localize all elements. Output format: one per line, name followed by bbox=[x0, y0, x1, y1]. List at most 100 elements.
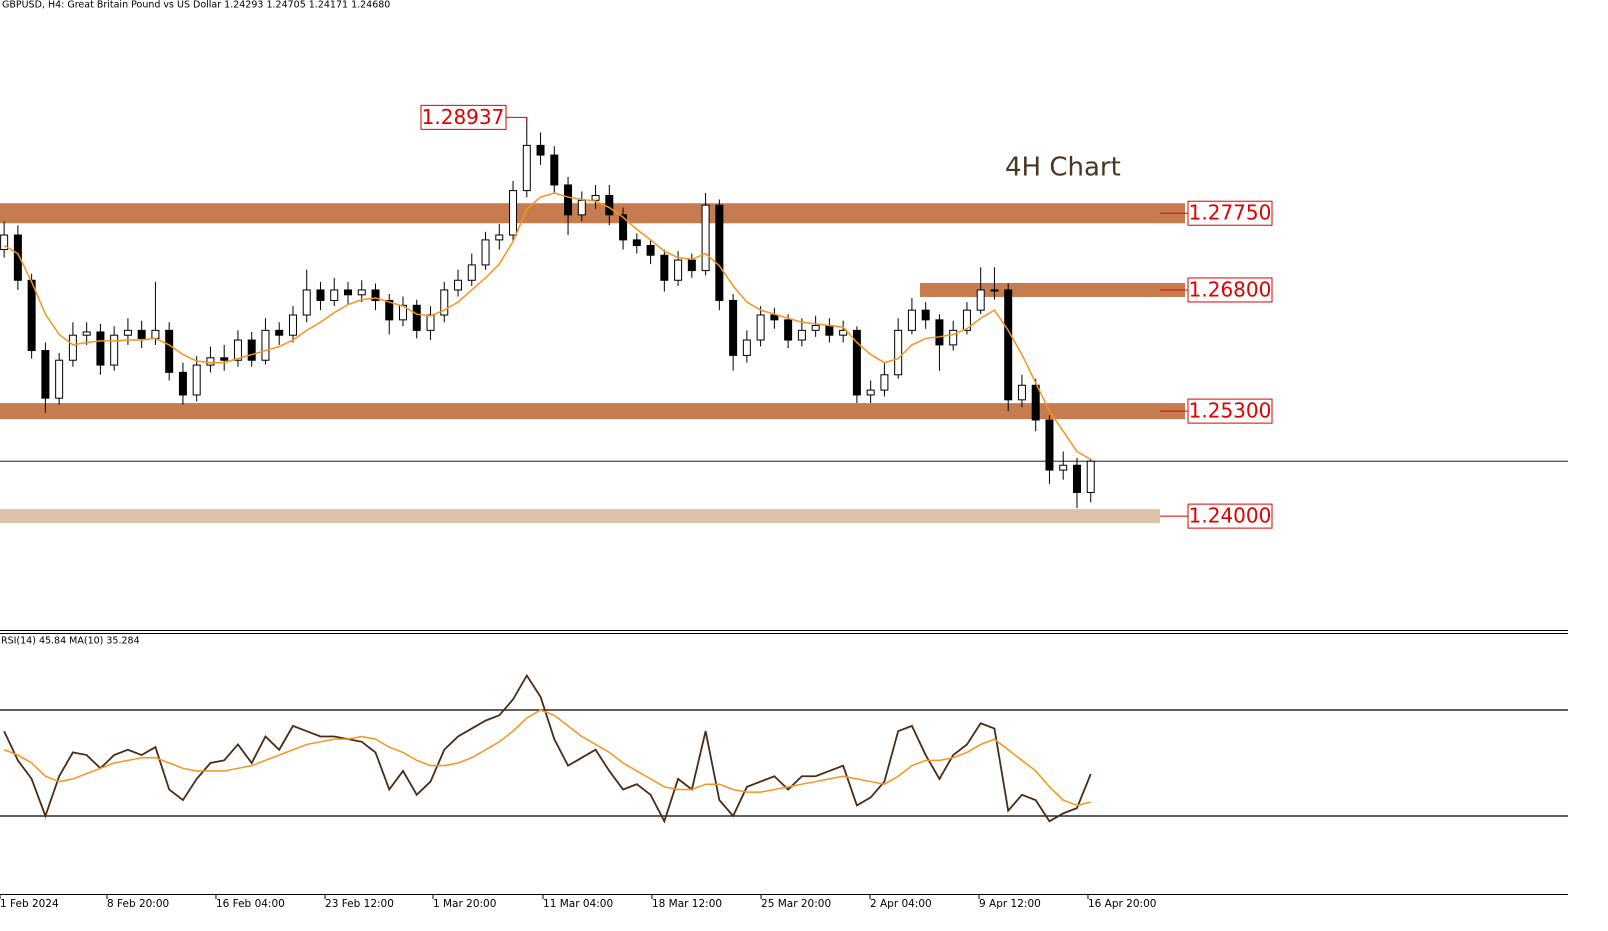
candle-body bbox=[82, 331, 91, 336]
candle-body bbox=[522, 144, 531, 192]
x-tick-label: 1 Feb 2024 bbox=[0, 898, 59, 910]
candle-body bbox=[605, 194, 614, 216]
level-label: 1.25300 bbox=[1189, 399, 1272, 423]
candle-body bbox=[96, 331, 105, 366]
level-label-box bbox=[1187, 200, 1273, 226]
candle-body bbox=[55, 359, 64, 399]
level-label-box bbox=[1187, 398, 1273, 424]
rsi-title: RSI(14) 45.84 MA(10) 35.284 bbox=[1, 636, 140, 647]
candle-body bbox=[247, 339, 256, 361]
candle-body bbox=[316, 289, 325, 301]
candle-body bbox=[220, 357, 229, 361]
level-label-box bbox=[1187, 503, 1273, 529]
candle-body bbox=[536, 144, 545, 156]
level-band bbox=[0, 403, 1185, 420]
candle-body bbox=[288, 314, 297, 336]
candle-body bbox=[1059, 464, 1068, 471]
candle-body bbox=[412, 304, 421, 331]
candle-body bbox=[399, 304, 408, 321]
candle-body bbox=[935, 319, 944, 346]
candle-body bbox=[495, 234, 504, 241]
candle-body bbox=[192, 364, 201, 396]
candle-body bbox=[454, 279, 463, 291]
candle-body bbox=[481, 239, 490, 266]
candle-body bbox=[632, 239, 641, 247]
x-tick-label: 25 Mar 20:00 bbox=[761, 898, 831, 910]
level-label: 1.26800 bbox=[1189, 277, 1272, 301]
candle-body bbox=[729, 299, 738, 356]
chart-title: GBPUSD, H4: Great Britain Pound vs US Do… bbox=[2, 0, 390, 11]
candle-body bbox=[674, 259, 683, 281]
candle-body bbox=[660, 254, 669, 281]
x-tick-label: 9 Apr 12:00 bbox=[979, 898, 1041, 910]
x-tick-label: 16 Feb 04:00 bbox=[216, 898, 285, 910]
candle-body bbox=[976, 289, 985, 311]
candle-body bbox=[839, 329, 848, 336]
candle-body bbox=[261, 329, 270, 361]
level-band bbox=[920, 282, 1185, 297]
candle-body bbox=[137, 329, 146, 339]
rsi-line bbox=[3, 673, 1092, 824]
rsi-line bbox=[3, 709, 1091, 807]
x-tick-label: 16 Apr 20:00 bbox=[1088, 898, 1156, 910]
level-label-box bbox=[1187, 277, 1273, 303]
candle-body bbox=[646, 245, 655, 256]
candle-body bbox=[564, 184, 573, 216]
annotation: 4H Chart bbox=[1005, 153, 1121, 183]
candle-body bbox=[811, 325, 820, 331]
candle-body bbox=[110, 334, 119, 366]
candle-body bbox=[165, 329, 174, 373]
candle-body bbox=[151, 329, 160, 339]
x-tick-label: 23 Feb 12:00 bbox=[325, 898, 394, 910]
candle-body bbox=[27, 279, 36, 352]
candle-body bbox=[894, 329, 903, 376]
candle-body bbox=[178, 371, 187, 396]
x-tick-label: 1 Mar 20:00 bbox=[433, 898, 496, 910]
level-label: 1.24000 bbox=[1189, 504, 1272, 528]
candle-body bbox=[784, 319, 793, 341]
x-tick-label: 8 Feb 20:00 bbox=[107, 898, 169, 910]
candle-body bbox=[1072, 464, 1081, 493]
candle-body bbox=[715, 204, 724, 301]
candle-body bbox=[687, 259, 696, 272]
level-band bbox=[0, 509, 1160, 524]
candle-body bbox=[275, 329, 284, 336]
candle-body bbox=[233, 339, 242, 361]
candle-body bbox=[619, 214, 628, 241]
candle-body bbox=[1031, 384, 1040, 421]
x-tick-label: 18 Mar 12:00 bbox=[652, 898, 722, 910]
candle-body bbox=[357, 289, 366, 296]
candle-body bbox=[302, 289, 311, 316]
candle-body bbox=[742, 339, 751, 356]
candle-body bbox=[797, 329, 806, 341]
candle-body bbox=[921, 309, 930, 321]
candle-body bbox=[41, 350, 50, 399]
candle-body bbox=[550, 154, 559, 186]
candle-body bbox=[343, 289, 352, 296]
candle-body bbox=[467, 264, 476, 281]
candle-body bbox=[770, 314, 779, 321]
candle-body bbox=[1004, 289, 1013, 401]
candle-body bbox=[866, 389, 875, 396]
candle-body bbox=[990, 289, 999, 292]
candle-body bbox=[852, 329, 861, 396]
candle-body bbox=[206, 357, 215, 366]
candle-body bbox=[509, 190, 518, 236]
candle-body bbox=[1017, 384, 1026, 401]
candle-body bbox=[825, 325, 834, 336]
peak-connector bbox=[506, 116, 528, 122]
peak-label-box bbox=[420, 104, 507, 130]
level-band bbox=[0, 203, 1185, 224]
peak-label: 1.28937 bbox=[422, 105, 505, 129]
x-tick-label: 11 Mar 04:00 bbox=[543, 898, 613, 910]
candle-body bbox=[907, 309, 916, 331]
candle-body bbox=[371, 289, 380, 301]
moving-average bbox=[3, 192, 1092, 461]
candle-body bbox=[68, 334, 77, 361]
candle-body bbox=[1086, 460, 1095, 493]
candle-body bbox=[426, 314, 435, 331]
candle-body bbox=[880, 374, 889, 391]
candle-body bbox=[13, 234, 22, 281]
